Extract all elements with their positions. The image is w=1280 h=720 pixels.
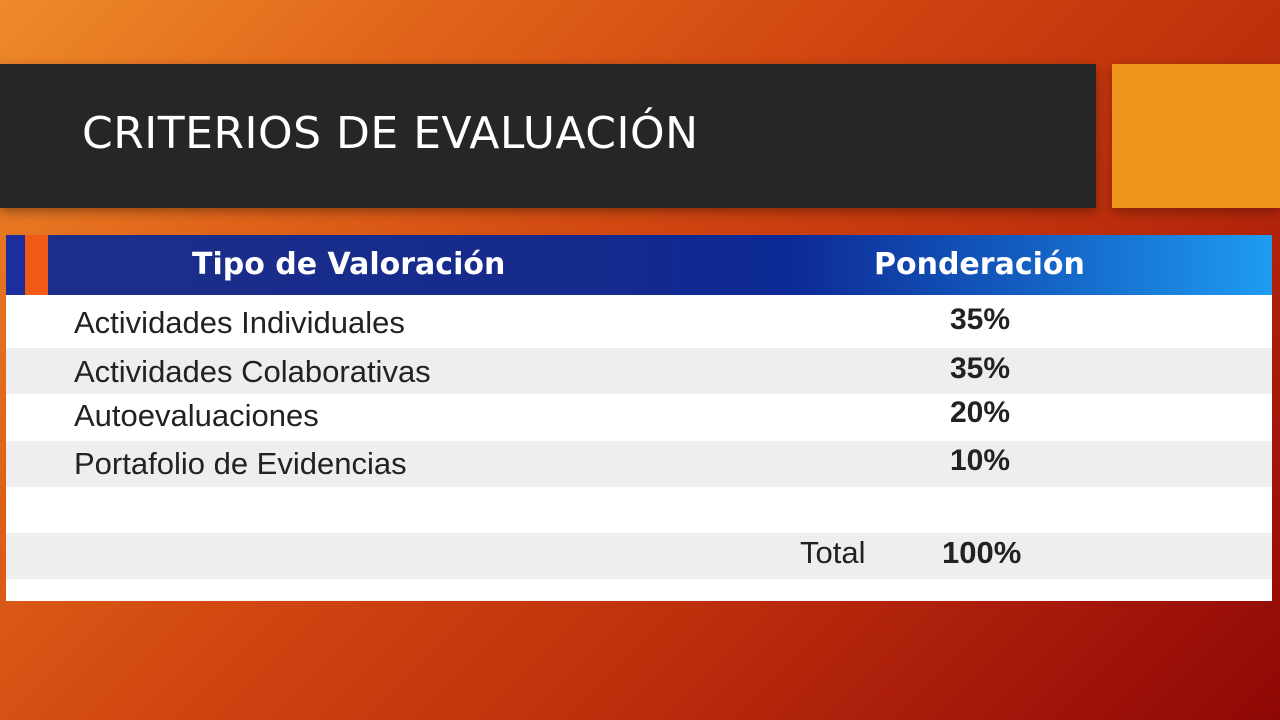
row-value: 20% — [950, 396, 1011, 429]
row-label: Autoevaluaciones — [74, 398, 319, 433]
header-stripe-orange — [25, 235, 48, 295]
row-label: Actividades Colaborativas — [74, 354, 431, 389]
header-ponderacion: Ponderación — [874, 247, 1085, 282]
table-row: Portafolio de Evidencias 10% — [6, 441, 1272, 487]
row-value: 35% — [950, 352, 1011, 385]
table-row: Autoevaluaciones 20% — [6, 394, 1272, 441]
table-row-empty — [6, 487, 1272, 533]
table-row: Actividades Colaborativas 35% — [6, 348, 1272, 394]
evaluation-table: Tipo de Valoración Ponderación Actividad… — [6, 235, 1272, 601]
table-row: Actividades Individuales 35% — [6, 295, 1272, 348]
header-stripe-blue — [6, 235, 24, 295]
table-header: Tipo de Valoración Ponderación — [6, 235, 1272, 295]
table-row-empty — [6, 579, 1272, 601]
total-value: 100% — [942, 535, 1022, 570]
table-row-total: Total 100% — [6, 533, 1272, 579]
row-value: 35% — [950, 303, 1011, 336]
title-bar — [0, 64, 1096, 208]
accent-box — [1112, 64, 1280, 208]
row-value: 10% — [950, 444, 1011, 477]
slide-title: CRITERIOS DE EVALUACIÓN — [82, 108, 699, 159]
total-label: Total — [800, 535, 866, 570]
row-label: Portafolio de Evidencias — [74, 446, 407, 481]
row-label: Actividades Individuales — [74, 305, 405, 340]
header-tipo-de-valoracion: Tipo de Valoración — [192, 247, 506, 282]
